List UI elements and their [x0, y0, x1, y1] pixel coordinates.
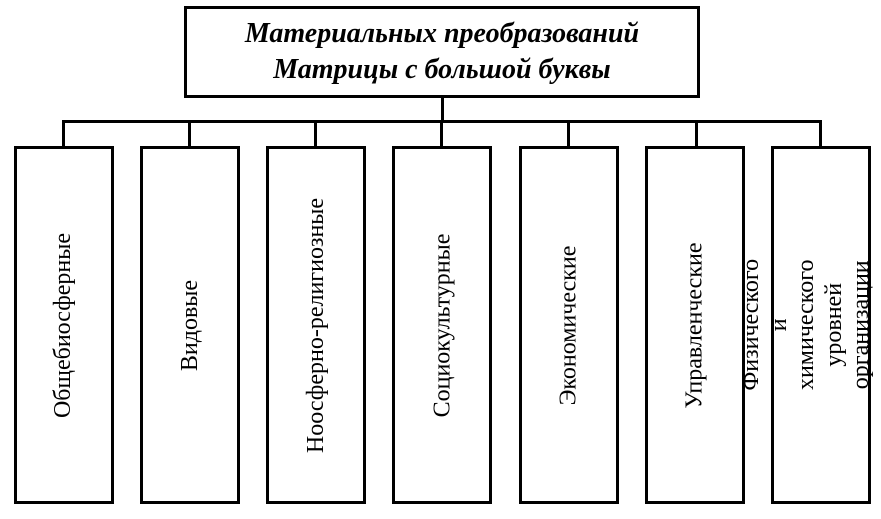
- connector-drop-4: [567, 120, 570, 146]
- child-node-5: Управленческие: [645, 146, 745, 504]
- diagram-container: Материальных преобразований Матрицы с бо…: [0, 0, 881, 519]
- child-node-0: Общебиосферные: [14, 146, 114, 504]
- connector-drop-0: [62, 120, 65, 146]
- connector-drop-2: [314, 120, 317, 146]
- child-label-3: Социокультурные: [429, 233, 456, 417]
- root-node: Материальных преобразований Матрицы с бо…: [184, 6, 700, 98]
- connector-drop-6: [819, 120, 822, 146]
- child-node-2: Ноосферно-религиозные: [266, 146, 366, 504]
- connector-drop-1: [188, 120, 191, 146]
- connector-drop-5: [695, 120, 698, 146]
- child-node-6: Физического ихимического уровнейорганиза…: [771, 146, 871, 504]
- child-label-5: Управленческие: [681, 242, 708, 408]
- children-row: Общебиосферные Видовые Ноосферно-религио…: [14, 146, 871, 504]
- child-label-6: Физического ихимического уровнейорганиза…: [738, 259, 881, 391]
- child-label-1: Видовые: [177, 279, 204, 370]
- child-label-0: Общебиосферные: [51, 232, 78, 417]
- root-title-line1: Материальных преобразований: [245, 16, 639, 52]
- connector-drop-3: [440, 120, 443, 146]
- child-label-4: Экономические: [555, 245, 582, 405]
- root-title-line2: Матрицы с большой буквы: [273, 52, 610, 88]
- child-label-2: Ноосферно-религиозные: [303, 197, 330, 452]
- child-node-3: Социокультурные: [392, 146, 492, 504]
- child-node-1: Видовые: [140, 146, 240, 504]
- connector-stem: [441, 98, 444, 120]
- child-node-4: Экономические: [519, 146, 619, 504]
